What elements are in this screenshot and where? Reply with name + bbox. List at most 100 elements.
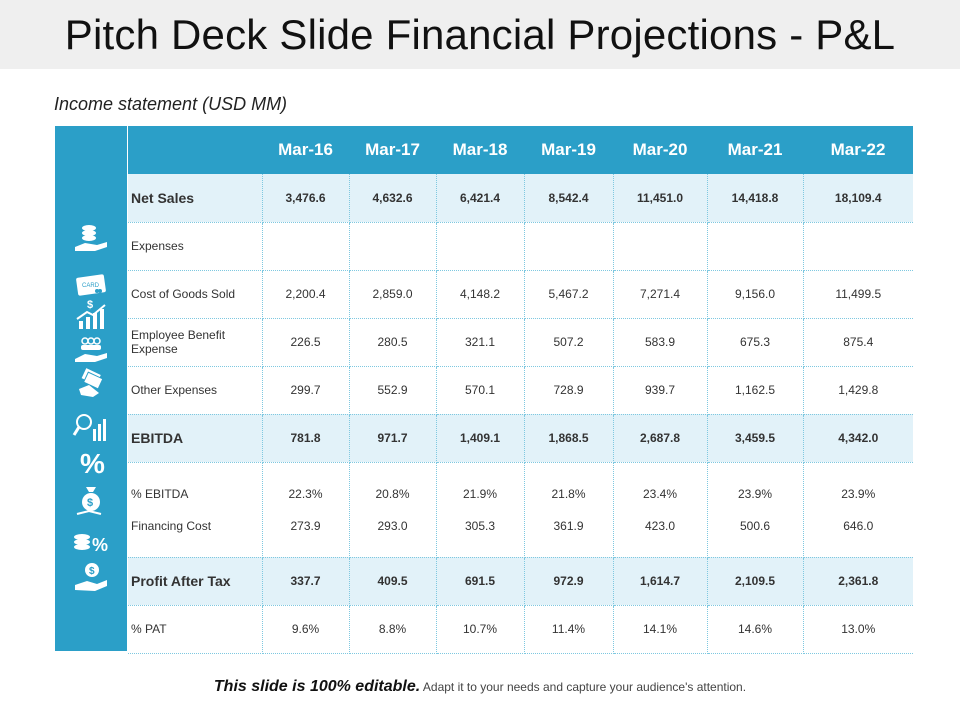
table-cell: 11,499.5 <box>803 270 913 319</box>
row-label: EBITDA <box>128 414 263 463</box>
table-row-cogs: Cost of Goods Sold 2,200.4 2,859.0 4,148… <box>128 270 913 319</box>
header-row: Mar-16 Mar-17 Mar-18 Mar-19 Mar-20 Mar-2… <box>128 126 913 174</box>
people-hand-icon <box>69 332 113 368</box>
column-header: Mar-22 <box>803 126 913 174</box>
row-label: Employee Benefit Expense <box>128 318 263 367</box>
table-cell: 646.0 <box>843 518 874 533</box>
footer-note: This slide is 100% editable. Adapt it to… <box>0 678 960 696</box>
table-cell: 273.9 <box>290 518 321 533</box>
table-cell <box>436 222 525 271</box>
table-cell: 226.5 <box>262 318 350 367</box>
table-cell: 8.8% <box>349 605 437 654</box>
table-cell: 299.7 <box>262 366 350 415</box>
table-cell: 972.9 <box>524 557 614 606</box>
table-cell: 1,162.5 <box>707 366 804 415</box>
icon-column: CARD $ % $ % $ <box>55 126 127 651</box>
row-label: Other Expenses <box>128 366 263 415</box>
row-label: Cost of Goods Sold <box>128 270 263 319</box>
table-row-employee-benefit: Employee Benefit Expense 226.5 280.5 321… <box>128 318 913 367</box>
table-cell: 6,421.4 <box>436 174 525 223</box>
table-row-profit-after-tax: Profit After Tax 337.7 409.5 691.5 972.9… <box>128 557 913 606</box>
magnifier-chart-icon <box>69 410 113 446</box>
table-cell: 4,342.0 <box>803 414 913 463</box>
row-label-stack: % EBITDA Financing Cost <box>128 462 263 558</box>
column-header: Mar-17 <box>349 126 436 174</box>
table-cell: 500.6 <box>739 518 771 533</box>
table-cell: 23.4% <box>642 486 678 501</box>
table-cell: 3,459.5 <box>707 414 804 463</box>
growth-chart-icon: $ <box>69 296 113 332</box>
svg-text:%: % <box>92 535 108 555</box>
row-label: % EBITDA <box>131 486 189 501</box>
money-bag-icon: $ <box>69 483 113 519</box>
table-cell: 14,418.8 <box>707 174 804 223</box>
percent-icon: % <box>69 444 113 480</box>
table-row-pat-pct: % PAT 9.6% 8.8% 10.7% 11.4% 14.1% 14.6% … <box>128 605 913 654</box>
table-cell <box>803 222 913 271</box>
table-subtitle: Income statement (USD MM) <box>54 94 288 114</box>
table-cell: 21.8% <box>551 486 586 501</box>
table-cell: 305.3 <box>464 518 496 533</box>
table-cell: 1,614.7 <box>613 557 708 606</box>
column-header: Mar-16 <box>262 126 349 174</box>
table-cell: 2,109.5 <box>707 557 804 606</box>
table-cell: 4,148.2 <box>436 270 525 319</box>
table-cell: 8,542.4 <box>524 174 614 223</box>
coins-hand-icon <box>69 222 113 258</box>
row-label: Expenses <box>128 222 263 271</box>
table-cell: 293.0 <box>377 518 408 533</box>
table-cell: 1,868.5 <box>524 414 614 463</box>
table-cell: 4,632.6 <box>349 174 437 223</box>
footer-bold-text: This slide is 100% editable. <box>213 678 421 695</box>
table-cell: 23.9% <box>841 486 876 501</box>
table-cell: 22.3% <box>288 486 323 501</box>
table-cell: 13.0% <box>803 605 913 654</box>
column-header: Mar-19 <box>524 126 613 174</box>
table-cell-stack: 21.9% 305.3 <box>436 462 525 558</box>
table-row-ebitda: EBITDA 781.8 971.7 1,409.1 1,868.5 2,687… <box>128 414 913 463</box>
table-cell: 14.6% <box>707 605 804 654</box>
card-icon-label: CARD <box>82 283 100 289</box>
table-cell: 552.9 <box>349 366 437 415</box>
table-cell: 11,451.0 <box>613 174 708 223</box>
income-statement-table: Mar-16 Mar-17 Mar-18 Mar-19 Mar-20 Mar-2… <box>128 126 913 654</box>
table-cell-stack: 21.8% 361.9 <box>524 462 614 558</box>
svg-text:%: % <box>80 448 105 479</box>
table-cell: 11.4% <box>524 605 614 654</box>
table-cell: 9,156.0 <box>707 270 804 319</box>
table-cell: 423.0 <box>644 518 676 533</box>
svg-text:$: $ <box>89 566 95 577</box>
card-icon: CARD <box>69 269 113 305</box>
table-cell: 1,409.1 <box>436 414 525 463</box>
table-cell <box>707 222 804 271</box>
table-cell: 875.4 <box>803 318 913 367</box>
dollar-hand-icon: $ <box>69 560 113 596</box>
table-cell: 2,361.8 <box>803 557 913 606</box>
table-cell: 21.9% <box>462 486 498 501</box>
table-row-expenses: Expenses <box>128 222 913 271</box>
table-cell: 691.5 <box>436 557 525 606</box>
table-cell: 2,859.0 <box>349 270 437 319</box>
table-cell: 570.1 <box>436 366 525 415</box>
table-cell <box>613 222 708 271</box>
table-row-ebitda-pct-financing: % EBITDA Financing Cost 22.3% 273.9 20.8%… <box>128 462 913 558</box>
table-cell: 781.8 <box>262 414 350 463</box>
table-cell-stack: 22.3% 273.9 <box>262 462 350 558</box>
money-hand-icon <box>69 366 113 402</box>
row-label: Profit After Tax <box>128 557 263 606</box>
svg-text:$: $ <box>87 497 93 509</box>
column-header: Mar-20 <box>613 126 707 174</box>
table-cell: 2,200.4 <box>262 270 350 319</box>
column-header: Mar-18 <box>436 126 524 174</box>
table-cell: 10.7% <box>436 605 525 654</box>
table-cell <box>349 222 437 271</box>
table-cell: 409.5 <box>349 557 437 606</box>
table-cell: 939.7 <box>613 366 708 415</box>
svg-text:$: $ <box>87 299 93 311</box>
row-label: Net Sales <box>128 174 263 223</box>
table-cell: 280.5 <box>349 318 437 367</box>
table-cell: 9.6% <box>262 605 350 654</box>
table-cell-stack: 20.8% 293.0 <box>349 462 437 558</box>
header-blank <box>128 126 262 174</box>
table-cell: 583.9 <box>613 318 708 367</box>
